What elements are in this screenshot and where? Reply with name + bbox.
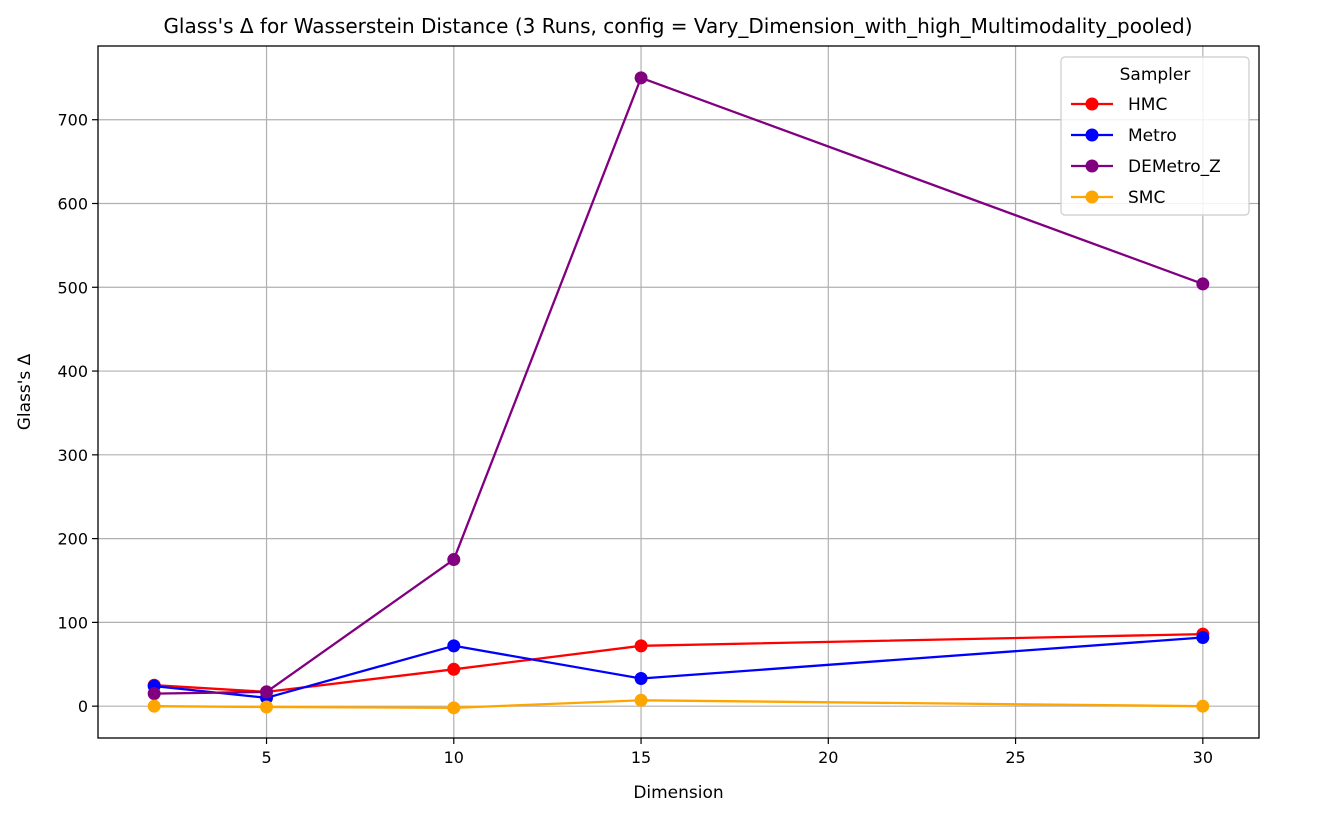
x-tick-label: 20 (818, 748, 838, 767)
y-tick-label: 300 (57, 446, 88, 465)
data-point-demetro_z (260, 685, 274, 699)
data-point-metro (447, 639, 461, 653)
plot-frame (97, 45, 1260, 739)
data-point-smc (147, 699, 161, 713)
data-point-smc (447, 701, 461, 715)
y-tick-label: 400 (57, 362, 88, 381)
x-tick-label: 25 (1005, 748, 1025, 767)
legend-marker-metro (1085, 128, 1099, 142)
data-point-metro (1196, 630, 1210, 644)
y-tick-label: 100 (57, 613, 88, 632)
legend-label: DEMetro_Z (1128, 157, 1221, 177)
legend-marker-smc (1085, 190, 1099, 204)
data-point-demetro_z (147, 687, 161, 701)
legend-marker-demetro_z (1085, 159, 1099, 173)
data-point-hmc (634, 639, 648, 653)
data-point-hmc (447, 662, 461, 676)
y-tick-label: 0 (78, 697, 88, 716)
data-point-demetro_z (1196, 277, 1210, 291)
x-tick-label: 10 (444, 748, 464, 767)
legend-label: SMC (1128, 188, 1165, 208)
data-point-demetro_z (447, 553, 461, 567)
y-axis-label: Glass's Δ (15, 353, 35, 430)
x-tick-label: 15 (631, 748, 651, 767)
y-tick-label: 200 (57, 530, 88, 549)
data-point-smc (260, 700, 274, 714)
legend-label: Metro (1128, 126, 1177, 146)
grid (98, 46, 1259, 738)
legend-title: Sampler (1120, 65, 1191, 85)
series-group (147, 71, 1210, 715)
data-point-demetro_z (634, 71, 648, 85)
data-point-metro (634, 672, 648, 686)
y-tick-label: 600 (57, 195, 88, 214)
chart-title: Glass's Δ for Wasserstein Distance (3 Ru… (163, 14, 1192, 38)
legend-label: HMC (1128, 95, 1167, 115)
legend: Sampler HMC Metro DEMetro_Z SMC (1060, 56, 1250, 216)
y-tick-label: 500 (57, 278, 88, 297)
legend-box (1060, 56, 1250, 216)
x-tick-label: 30 (1193, 748, 1213, 767)
x-axis-label: Dimension (633, 783, 723, 803)
y-tick-label: 700 (57, 111, 88, 130)
x-tick-label: 5 (261, 748, 271, 767)
data-point-smc (1196, 699, 1210, 713)
data-point-smc (634, 693, 648, 707)
legend-marker-hmc (1085, 97, 1099, 111)
